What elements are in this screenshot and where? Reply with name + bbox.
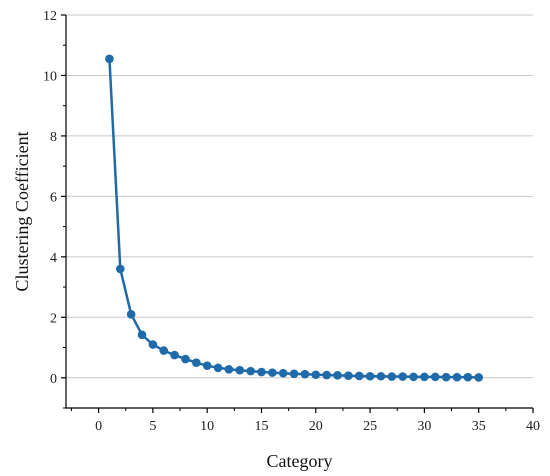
x-tick-label-0: 0	[95, 419, 102, 434]
axes	[65, 15, 533, 409]
x-tick-label-5: 5	[149, 419, 156, 434]
x-tick-label-25: 25	[363, 419, 377, 434]
data-point-18	[289, 369, 299, 379]
data-point-4	[137, 330, 147, 340]
data-point-29	[409, 372, 418, 382]
y-tick-label-12: 12	[43, 9, 57, 24]
data-point-8	[181, 354, 190, 364]
data-point-19	[300, 369, 310, 379]
data-point-25	[365, 371, 375, 381]
data-point-20	[311, 370, 321, 380]
x-tick-label-35: 35	[472, 419, 486, 434]
data-point-5	[148, 340, 158, 349]
data-series	[105, 54, 484, 382]
data-point-28	[398, 372, 407, 381]
data-point-16	[268, 368, 277, 377]
x-tick-label-30: 30	[417, 419, 431, 434]
x-tick-label-20: 20	[309, 419, 323, 434]
data-point-32	[441, 372, 451, 382]
y-tick-label-10: 10	[43, 69, 57, 84]
tick-labels: 0 2 4 6 8 10 12 0 5 10 15 20 25 30 35 40	[43, 9, 540, 434]
y-tick-label-8: 8	[50, 130, 57, 145]
x-axis-title: Category	[267, 451, 333, 471]
data-point-14	[246, 366, 255, 376]
x-tick-label-10: 10	[200, 419, 214, 434]
data-point-26	[376, 371, 386, 381]
data-point-2	[116, 264, 125, 274]
data-point-33	[452, 372, 462, 382]
data-point-23	[344, 371, 353, 380]
data-point-13	[235, 365, 245, 375]
data-point-15	[257, 367, 266, 377]
data-point-27	[387, 372, 397, 381]
data-point-21	[322, 370, 331, 380]
grid-lines	[66, 14, 533, 379]
y-tick-label-2: 2	[50, 311, 57, 326]
x-tick-label-40: 40	[526, 419, 540, 434]
data-point-30	[420, 372, 429, 382]
data-point-11	[213, 363, 223, 373]
data-point-17	[278, 368, 288, 378]
data-point-22	[333, 371, 342, 380]
y-tick-label-6: 6	[50, 190, 57, 205]
data-point-35	[474, 373, 484, 382]
data-point-31	[430, 372, 440, 382]
data-point-12	[224, 365, 234, 374]
data-point-6	[159, 346, 169, 355]
data-point-10	[202, 361, 212, 370]
y-axis-title: Clustering Coefficient	[12, 131, 32, 291]
data-point-1	[105, 54, 114, 64]
data-point-9	[192, 358, 201, 367]
x-tick-label-15: 15	[254, 419, 268, 434]
data-point-3	[126, 309, 136, 319]
data-point-34	[463, 372, 473, 382]
tick-marks	[61, 14, 534, 413]
y-tick-label-4: 4	[50, 251, 57, 266]
data-point-7	[170, 350, 179, 360]
data-point-24	[354, 371, 364, 381]
y-tick-label-0: 0	[50, 372, 57, 387]
series-line	[108, 58, 479, 379]
